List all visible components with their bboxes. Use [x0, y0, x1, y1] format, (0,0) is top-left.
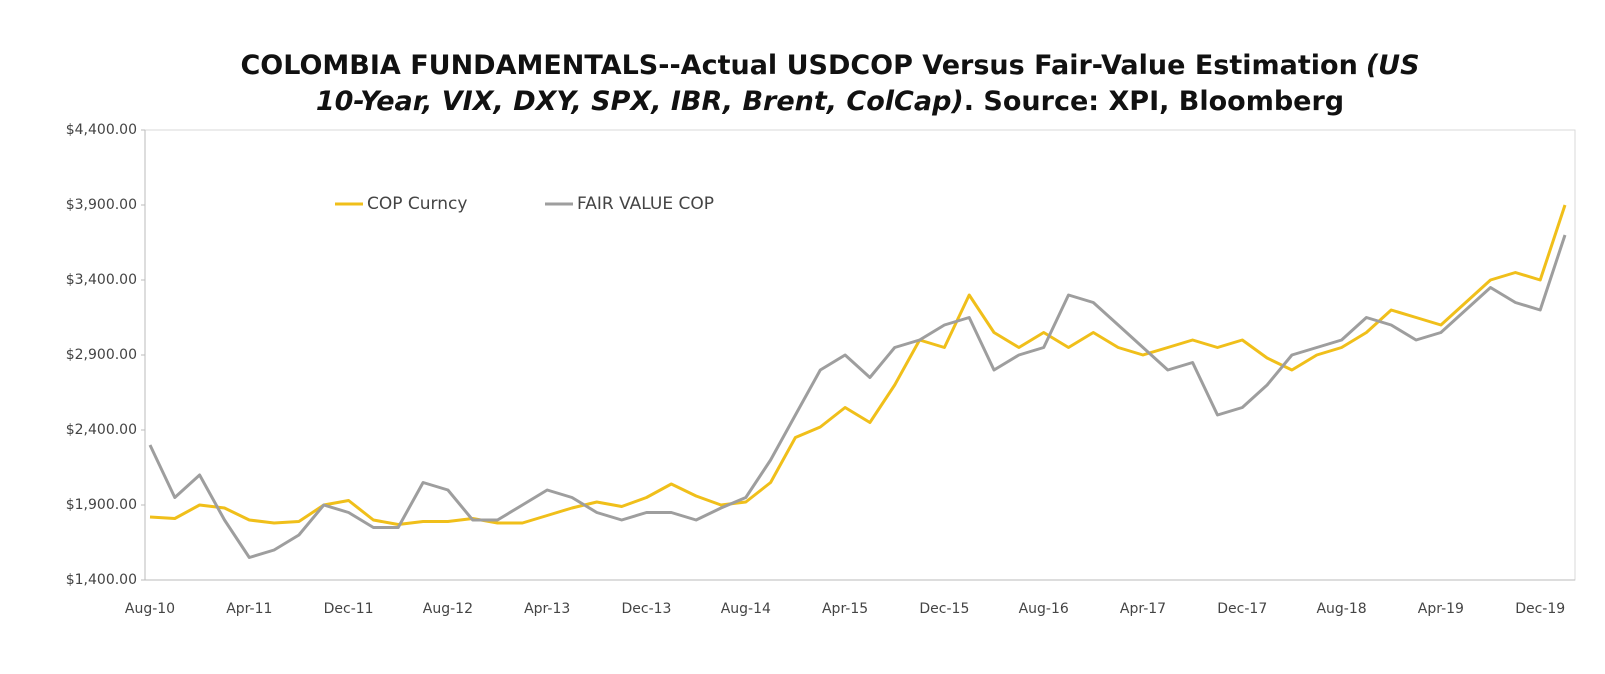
y-tick-label: $4,400.00 — [66, 122, 137, 138]
plot-frame — [144, 129, 1576, 581]
legend-label: COP Curncy — [367, 194, 467, 214]
y-tick-label: $1,400.00 — [66, 572, 137, 588]
series-line — [149, 204, 1567, 526]
x-tick-label: Aug-18 — [1316, 601, 1366, 617]
title-part: . Source: XPI, Bloomberg — [964, 86, 1344, 117]
y-tick-label: $3,900.00 — [66, 197, 137, 213]
title-part: (US — [1366, 50, 1420, 81]
x-tick-label: Aug-10 — [125, 601, 175, 617]
y-tick-label: $2,400.00 — [66, 422, 137, 438]
x-tick-label: Dec-13 — [622, 601, 672, 617]
chart-title: 10-Year, VIX, DXY, SPX, IBR, Brent, ColC… — [316, 86, 1344, 117]
y-tick-label: $1,900.00 — [66, 497, 137, 513]
x-tick-label: Apr-11 — [226, 601, 272, 617]
title-part: COLOMBIA FUNDAMENTALS--Actual USDCOP Ver… — [240, 50, 1357, 81]
x-tick-label: Apr-17 — [1120, 601, 1166, 617]
x-tick-label: Aug-14 — [721, 601, 771, 617]
series-line — [148, 234, 1567, 559]
x-tick-label: Dec-17 — [1217, 601, 1267, 617]
legend-label: FAIR VALUE COP — [577, 194, 714, 214]
y-tick-label: $2,900.00 — [66, 347, 137, 363]
x-tick-label: Apr-15 — [822, 601, 868, 617]
x-tick-label: Apr-13 — [524, 601, 570, 617]
x-tick-label: Aug-16 — [1019, 601, 1069, 617]
x-tick-label: Dec-19 — [1515, 601, 1565, 617]
x-tick-label: Dec-11 — [324, 601, 374, 617]
x-tick-label: Dec-15 — [919, 601, 969, 617]
y-tick-label: $3,400.00 — [66, 272, 137, 288]
chart-title: COLOMBIA FUNDAMENTALS--Actual USDCOP Ver… — [240, 50, 1419, 81]
x-tick-label: Aug-12 — [423, 601, 473, 617]
title-part: 10-Year, VIX, DXY, SPX, IBR, Brent, ColC… — [316, 86, 964, 117]
x-tick-label: Apr-19 — [1418, 601, 1464, 617]
